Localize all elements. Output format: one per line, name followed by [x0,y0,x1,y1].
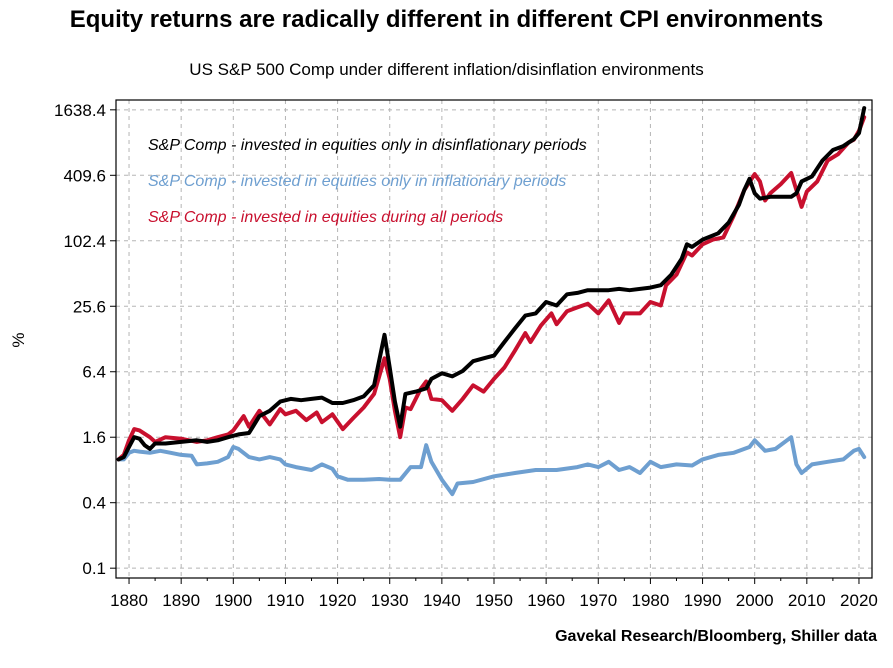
x-tick-label: 1970 [579,591,617,610]
x-tick-label: 1990 [684,591,722,610]
y-tick-label: 0.4 [82,494,106,513]
y-tick-label: 1638.4 [54,101,106,120]
x-tick-label: 1980 [631,591,669,610]
x-tick-label: 1930 [371,591,409,610]
series-layer [116,106,867,497]
chart-title: Equity returns are radically different i… [69,6,824,33]
y-tick-label: 409.6 [63,166,106,185]
y-tick-label: 102.4 [63,232,106,251]
all-periods-series-line [116,115,867,462]
legend-entry: S&P Comp - invested in equities only in … [148,137,587,154]
x-tick-label: 1950 [475,591,513,610]
y-tick-label: 6.4 [82,363,106,382]
y-axis-label: % [9,332,28,347]
x-tick-label: 1880 [110,591,148,610]
x-tick-label: 2000 [736,591,774,610]
chart-subtitle: US S&P 500 Comp under different inflatio… [189,60,704,79]
x-tick-label: 1900 [214,591,252,610]
disinflationary-series-line [116,106,867,462]
gridlines [116,100,872,578]
axes-layer: 0.1 0.4 1.6 6.4 25.6 102.4 409.6 1638.4 1880 1890… [54,101,878,610]
legend: S&P Comp - invested in equities only in … [148,137,587,226]
x-tick-label: 1940 [423,591,461,610]
y-tick-label: 25.6 [73,297,106,316]
y-tick-label: 0.1 [82,559,106,578]
plot-frame [115,99,873,579]
x-tick-label: 1890 [162,591,200,610]
x-tick-label: 1910 [267,591,305,610]
x-tick-label: 1920 [319,591,357,610]
x-tick-label: 2010 [788,591,826,610]
legend-entry: S&P Comp - invested in equities only in … [148,173,566,190]
x-tick-label: 1960 [527,591,565,610]
y-tick-label: 1.6 [82,428,106,447]
inflationary-series-line [116,435,867,497]
x-tick-label: 2020 [840,591,878,610]
source-note: Gavekal Research/Bloomberg, Shiller data [555,628,877,645]
legend-entry: S&P Comp - invested in equities during a… [148,209,503,226]
